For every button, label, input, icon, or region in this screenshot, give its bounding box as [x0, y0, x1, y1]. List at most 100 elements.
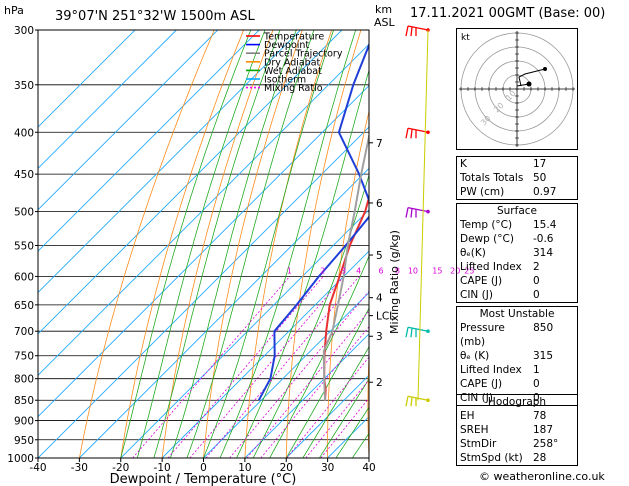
mixing-ratio-label: 25 — [464, 266, 474, 275]
isotherm-line — [161, 250, 369, 458]
x-tick-label: 10 — [238, 462, 251, 474]
pressure-tick-label: 400 — [14, 127, 34, 139]
surface-row: Temp (°C) 15.4 — [457, 218, 577, 232]
indices-table: K 17 Totals Totals 50 PW (cm) 0.97 — [456, 156, 578, 200]
surface-title: Surface — [496, 205, 537, 217]
dry-adiabat — [79, 30, 215, 458]
surface-label: Lifted Index — [460, 261, 522, 273]
mu-value: 0 — [533, 378, 540, 390]
surface-value: 2 — [533, 261, 540, 273]
surface-value: 314 — [533, 247, 554, 259]
dry-adiabat — [327, 109, 369, 458]
wind-barb-flag — [405, 396, 409, 407]
legend-label: Parcel Trajectory — [264, 49, 343, 60]
mixing-ratio-line — [286, 356, 369, 458]
index-row-pw: PW (cm) 0.97 — [457, 185, 577, 199]
pressure-tick-label: 450 — [14, 169, 34, 181]
legend-label: Temperature — [263, 32, 324, 43]
wind-barb-staff — [407, 127, 429, 133]
wet-adiabat — [269, 254, 369, 458]
surface-value: 0 — [533, 289, 540, 301]
pressure-tick-label: 750 — [14, 351, 34, 363]
mixing-ratio-label: 2 — [320, 266, 325, 275]
mixing-ratio-label: 20 — [450, 266, 460, 275]
surface-table: Surface Temp (°C) 15.4 Dewp (°C) -0.6 θₑ(K… — [456, 203, 578, 303]
mixing-ratio-label: 8 — [395, 266, 400, 275]
mu-value: 0 — [533, 392, 540, 404]
surface-label: CAPE (J) — [460, 275, 503, 287]
dry-adiabat — [120, 30, 245, 458]
mixing-ratio-label: 4 — [356, 266, 361, 275]
dry-adiabat — [161, 30, 274, 458]
most-unstable-title: Most Unstable — [479, 308, 555, 320]
hodo-row: StmDir 258° — [457, 437, 577, 451]
legend-label: Mixing Ratio — [264, 83, 323, 94]
surface-row: Dewp (°C) -0.6 — [457, 232, 577, 246]
isotherm-line — [203, 291, 369, 458]
mixing-ratio-label: 6 — [378, 266, 383, 275]
mu-row: θₑ (K) 315 — [457, 349, 577, 363]
series-line-parcel-trajectory — [322, 131, 369, 401]
mu-label: Pressure (mb) — [460, 322, 505, 348]
hodograph-table-title: Hodograph — [487, 396, 547, 408]
pressure-tick-label: 700 — [14, 326, 34, 338]
mixing-ratio-label: 1 — [287, 266, 292, 275]
dry-adiabat — [619, 18, 629, 458]
mu-value: 1 — [533, 364, 540, 376]
index-row-k: K 17 — [457, 157, 577, 171]
isotherm-line — [38, 30, 260, 252]
hodograph-ring-label: 20 — [492, 101, 506, 115]
mixing-ratio-line — [189, 276, 345, 458]
hodo-row: StmSpd (kt) 28 — [457, 451, 577, 465]
wind-barb-flag — [410, 208, 413, 218]
isotherm-line — [38, 30, 136, 128]
km-axis-unit-asl: ASL — [374, 16, 396, 29]
km-tick-label: LCL — [376, 311, 395, 323]
isotherm-line — [38, 30, 343, 335]
hodo-label: EH — [460, 410, 475, 422]
isotherm-line — [38, 30, 301, 294]
km-tick-label: 4 — [376, 293, 383, 305]
mixing-ratio-label: 15 — [432, 266, 442, 275]
mu-value: 850 — [533, 322, 554, 334]
surface-value: -0.6 — [533, 233, 554, 245]
isotherm-line — [38, 84, 369, 418]
pressure-tick-label: 300 — [14, 25, 34, 37]
mixing-ratio-label: 3 — [341, 266, 346, 275]
mu-row: Lifted Index 1 — [457, 363, 577, 377]
wet-adiabat — [252, 173, 369, 458]
pressure-tick-label: 550 — [14, 240, 34, 252]
hodograph-plot: kt 10 20 30 — [459, 31, 575, 147]
index-value: 0.97 — [533, 186, 557, 198]
hodo-value: 78 — [533, 410, 547, 422]
wind-barb-base — [426, 130, 430, 135]
isotherm-line — [244, 333, 369, 458]
wet-adiabat — [170, 30, 297, 458]
wind-profile-line — [417, 29, 429, 401]
legend-label: Dewpoint — [264, 40, 309, 51]
wind-barb-flag — [405, 25, 409, 37]
wet-adiabat — [285, 307, 369, 458]
wet-adiabat — [203, 30, 334, 458]
hodo-value: 258° — [533, 438, 559, 450]
wet-adiabat — [186, 30, 315, 458]
hodograph-storm-point — [526, 81, 532, 87]
wet-adiabat — [153, 30, 281, 458]
isotherm-line — [38, 30, 177, 170]
wind-barb-base — [426, 329, 430, 334]
series-line-temperature — [323, 193, 369, 401]
mixing-ratio-line — [132, 276, 291, 458]
x-tick-label: 30 — [321, 462, 334, 474]
index-label: PW (cm) — [460, 186, 505, 198]
dry-adiabat — [367, 346, 369, 458]
mixing-ratio-line — [167, 276, 324, 458]
index-row-tt: Totals Totals 50 — [457, 171, 577, 185]
index-label: Totals Totals — [460, 172, 524, 184]
wind-barb-flag — [405, 128, 409, 139]
x-tick-label: -20 — [112, 462, 129, 474]
surface-label: θₑ(K) — [460, 247, 486, 259]
wind-barb-flag — [410, 26, 413, 37]
surface-value: 15.4 — [533, 219, 557, 231]
hodo-label: StmDir — [460, 438, 497, 450]
